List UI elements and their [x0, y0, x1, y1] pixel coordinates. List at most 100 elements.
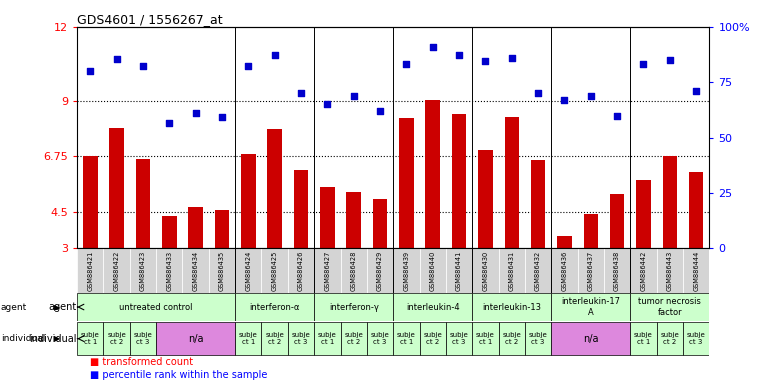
- Point: [453, 52, 465, 58]
- Bar: [288, 248, 315, 293]
- Text: GSM886439: GSM886439: [403, 251, 409, 291]
- Text: GSM886444: GSM886444: [693, 250, 699, 291]
- Bar: [499, 248, 525, 293]
- Text: GSM886430: GSM886430: [483, 250, 488, 291]
- Bar: [631, 248, 657, 293]
- Text: GSM886427: GSM886427: [325, 250, 330, 291]
- Text: ■ percentile rank within the sample: ■ percentile rank within the sample: [89, 370, 267, 380]
- Bar: [446, 248, 472, 293]
- Point: [584, 93, 597, 99]
- Bar: [315, 248, 341, 293]
- Bar: [551, 293, 631, 321]
- Bar: [315, 293, 393, 321]
- Point: [558, 96, 571, 103]
- Text: subje
ct 1: subje ct 1: [634, 332, 653, 345]
- Point: [110, 56, 123, 62]
- Text: GSM886428: GSM886428: [351, 250, 357, 291]
- Bar: [241, 154, 255, 248]
- Bar: [315, 322, 341, 356]
- Bar: [584, 214, 598, 248]
- Bar: [130, 248, 156, 293]
- Text: GDS4601 / 1556267_at: GDS4601 / 1556267_at: [77, 13, 223, 26]
- Bar: [109, 128, 124, 248]
- Text: untreated control: untreated control: [120, 303, 193, 311]
- Bar: [341, 322, 367, 356]
- Bar: [551, 322, 631, 356]
- Bar: [162, 217, 177, 248]
- Bar: [504, 117, 519, 248]
- Point: [84, 68, 96, 74]
- Point: [348, 93, 360, 99]
- Bar: [261, 322, 288, 356]
- Bar: [472, 248, 499, 293]
- Text: n/a: n/a: [188, 334, 204, 344]
- Bar: [472, 293, 551, 321]
- Bar: [472, 322, 499, 356]
- Bar: [631, 322, 657, 356]
- Text: subje
ct 3: subje ct 3: [449, 332, 469, 345]
- Point: [690, 88, 702, 94]
- Text: GSM886431: GSM886431: [509, 251, 515, 291]
- Text: individual: individual: [29, 334, 77, 344]
- Text: ■ transformed count: ■ transformed count: [89, 357, 193, 367]
- Point: [242, 63, 254, 70]
- Bar: [341, 248, 367, 293]
- Point: [268, 52, 281, 58]
- Bar: [636, 180, 651, 248]
- Text: GSM886423: GSM886423: [140, 250, 146, 291]
- Bar: [367, 248, 393, 293]
- Text: subje
ct 1: subje ct 1: [397, 332, 416, 345]
- Text: GSM886424: GSM886424: [245, 250, 251, 291]
- Text: GSM886442: GSM886442: [641, 250, 646, 291]
- Bar: [103, 322, 130, 356]
- Bar: [183, 248, 209, 293]
- Text: subje
ct 2: subje ct 2: [265, 332, 284, 345]
- Point: [295, 90, 307, 96]
- Bar: [657, 248, 683, 293]
- Bar: [393, 293, 472, 321]
- Bar: [77, 322, 103, 356]
- Point: [400, 61, 412, 67]
- Bar: [261, 248, 288, 293]
- Text: individual: individual: [1, 334, 45, 343]
- Text: GSM886438: GSM886438: [614, 250, 620, 291]
- Point: [374, 108, 386, 114]
- Text: GSM886433: GSM886433: [167, 251, 172, 291]
- Text: subje
ct 2: subje ct 2: [423, 332, 442, 345]
- Text: GSM886434: GSM886434: [193, 250, 199, 291]
- Text: ▶: ▶: [54, 303, 60, 311]
- Text: subje
ct 3: subje ct 3: [687, 332, 705, 345]
- Bar: [373, 199, 387, 248]
- Text: agent: agent: [1, 303, 27, 311]
- Text: interleukin-4: interleukin-4: [406, 303, 460, 311]
- Point: [163, 120, 176, 126]
- Bar: [156, 322, 235, 356]
- Text: subje
ct 1: subje ct 1: [476, 332, 495, 345]
- Bar: [215, 210, 229, 248]
- Bar: [452, 114, 466, 248]
- Text: tumor necrosis
factor: tumor necrosis factor: [638, 297, 702, 317]
- Text: subje
ct 2: subje ct 2: [345, 332, 363, 345]
- Text: subje
ct 1: subje ct 1: [81, 332, 99, 345]
- Bar: [499, 322, 525, 356]
- Bar: [136, 159, 150, 248]
- Text: GSM886441: GSM886441: [456, 250, 462, 291]
- Bar: [419, 248, 446, 293]
- Bar: [346, 192, 361, 248]
- Bar: [130, 322, 156, 356]
- Text: ▶: ▶: [54, 334, 60, 343]
- Bar: [610, 194, 625, 248]
- Text: GSM886421: GSM886421: [87, 250, 93, 291]
- Bar: [320, 187, 335, 248]
- Text: subje
ct 3: subje ct 3: [529, 332, 547, 345]
- Point: [506, 55, 518, 61]
- Text: subje
ct 3: subje ct 3: [133, 332, 153, 345]
- Point: [532, 90, 544, 96]
- Bar: [577, 248, 604, 293]
- Bar: [77, 248, 103, 293]
- Text: n/a: n/a: [583, 334, 598, 344]
- Text: subje
ct 1: subje ct 1: [318, 332, 337, 345]
- Bar: [525, 248, 551, 293]
- Text: subje
ct 2: subje ct 2: [503, 332, 521, 345]
- Point: [426, 43, 439, 50]
